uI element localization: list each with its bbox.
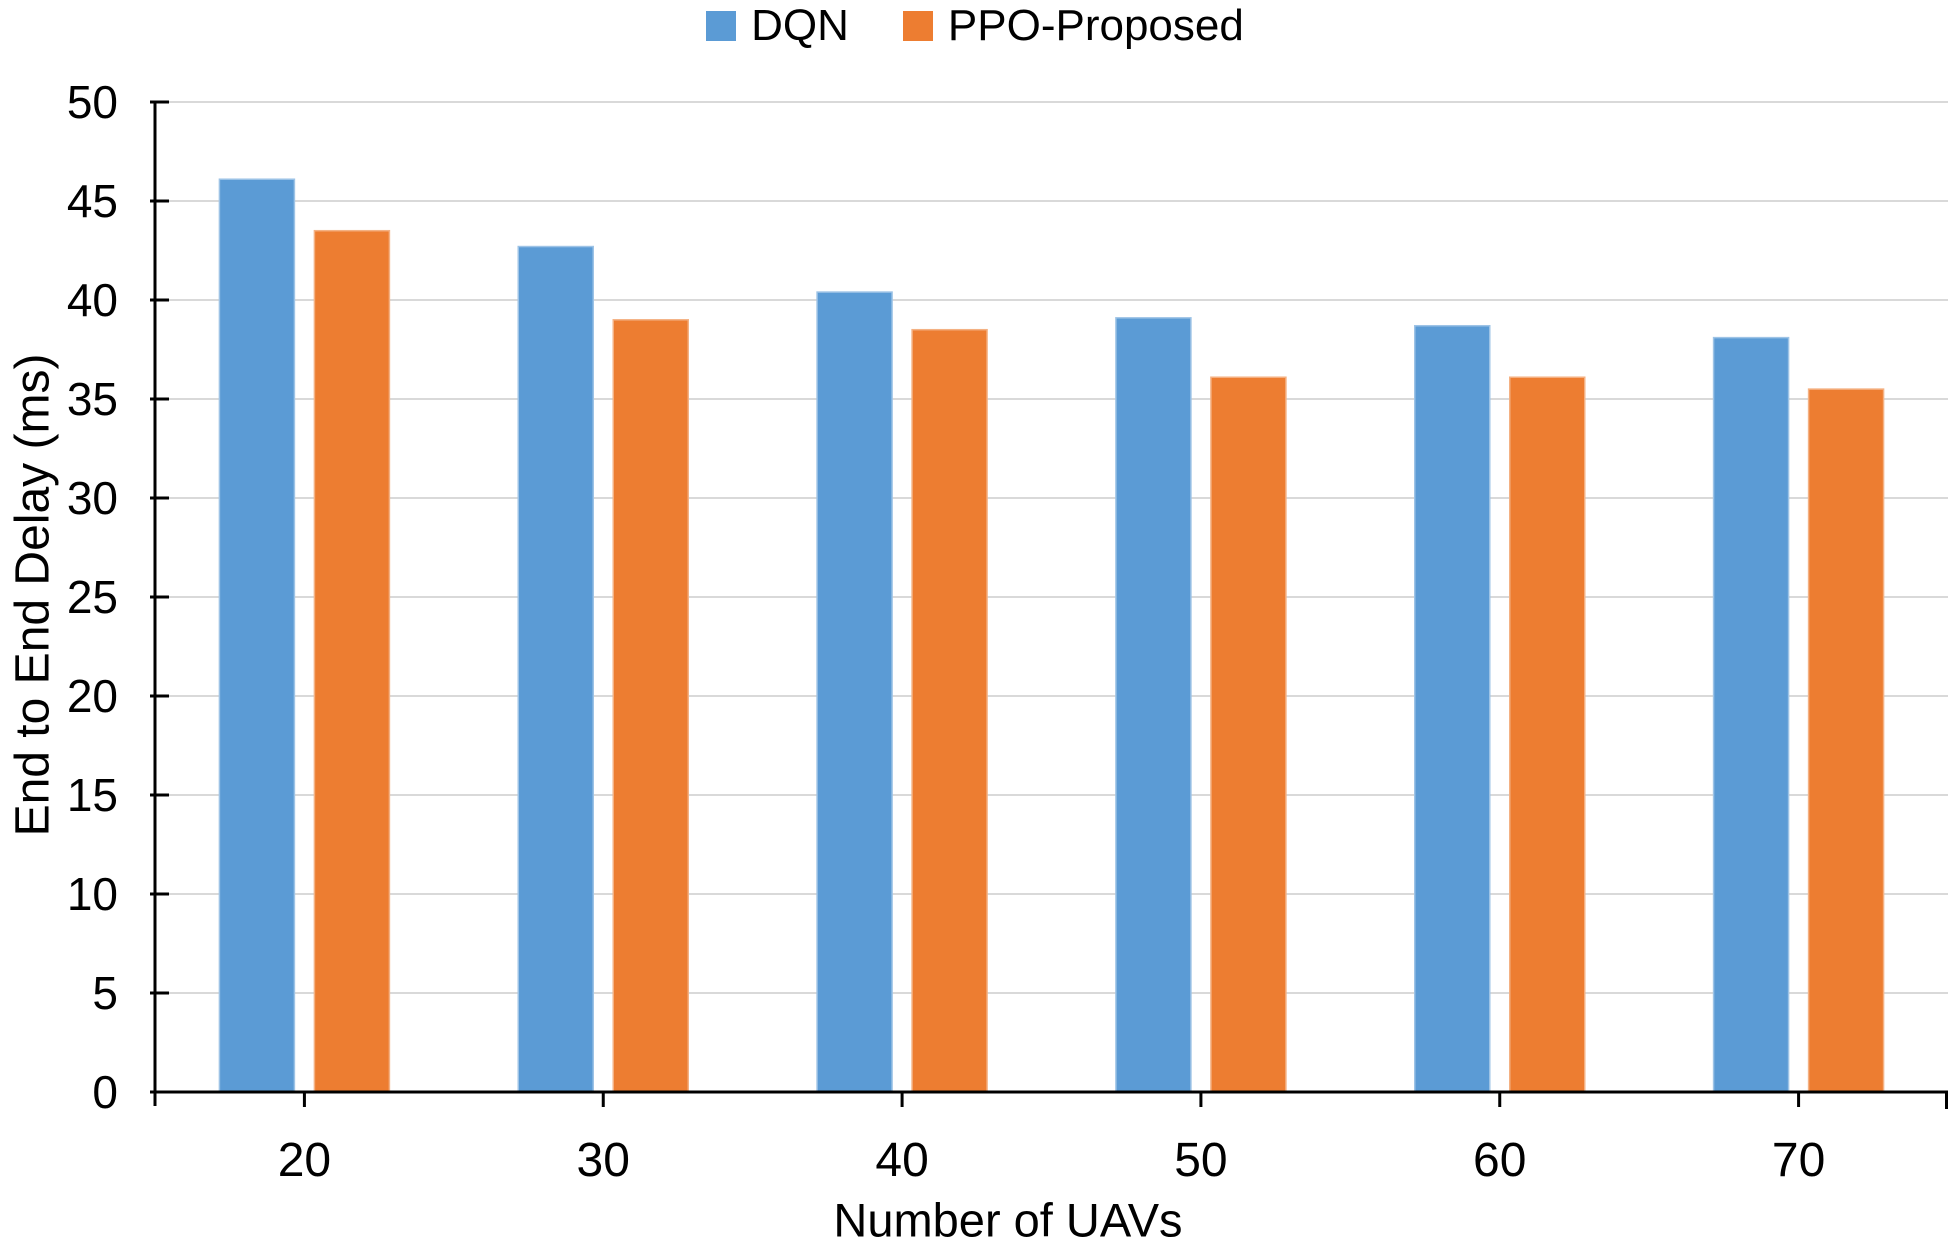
bar-ppo-proposed-70	[1807, 388, 1885, 1093]
y-axis-title: End to End Delay (ms)	[6, 353, 60, 837]
x-tick-label-50: 50	[1174, 1134, 1227, 1187]
y-tick-label-35: 35	[67, 373, 118, 425]
bar-ppo-proposed-30	[612, 319, 689, 1093]
bar-ppo-proposed-20	[313, 229, 391, 1093]
y-tick-label-45: 45	[67, 175, 118, 227]
legend: DQN PPO-Proposed	[0, 4, 1950, 48]
x-tick-label-60: 60	[1473, 1134, 1526, 1187]
bar-ppo-proposed-40	[911, 328, 988, 1093]
y-tick-label-15: 15	[67, 769, 118, 821]
legend-label-dqn: DQN	[751, 1, 849, 50]
x-axis-title: Number of UAVs	[833, 1193, 1183, 1243]
x-tick-label-70: 70	[1772, 1134, 1825, 1187]
bar-dqn-50	[1115, 317, 1192, 1093]
y-tick-label-25: 25	[67, 571, 118, 623]
legend-label-ppo-proposed: PPO-Proposed	[947, 1, 1244, 50]
y-tick-label-10: 10	[67, 868, 118, 920]
legend-swatch-ppo-proposed-icon	[902, 11, 933, 41]
legend-swatch-dqn-icon	[706, 11, 737, 41]
bar-dqn-20	[218, 178, 296, 1093]
y-tick-label-40: 40	[67, 274, 118, 326]
bar-ppo-proposed-60	[1509, 376, 1586, 1093]
legend-item-ppo-proposed: PPO-Proposed	[902, 1, 1244, 50]
x-tick-label-40: 40	[875, 1134, 928, 1187]
bar-dqn-30	[517, 245, 594, 1093]
bar-dqn-70	[1712, 336, 1790, 1093]
bar-ppo-proposed-50	[1210, 376, 1287, 1093]
y-tick-label-0: 0	[92, 1066, 118, 1118]
y-tick-label-30: 30	[67, 472, 118, 524]
bar-dqn-40	[816, 291, 893, 1093]
legend-item-dqn: DQN	[706, 4, 849, 48]
x-tick-label-20: 20	[278, 1134, 331, 1187]
x-tick-label-30: 30	[577, 1134, 630, 1187]
y-tick-label-20: 20	[67, 670, 118, 722]
y-tick-label-5: 5	[92, 967, 118, 1019]
y-tick-label-50: 50	[67, 76, 118, 128]
bar-dqn-60	[1414, 324, 1491, 1093]
